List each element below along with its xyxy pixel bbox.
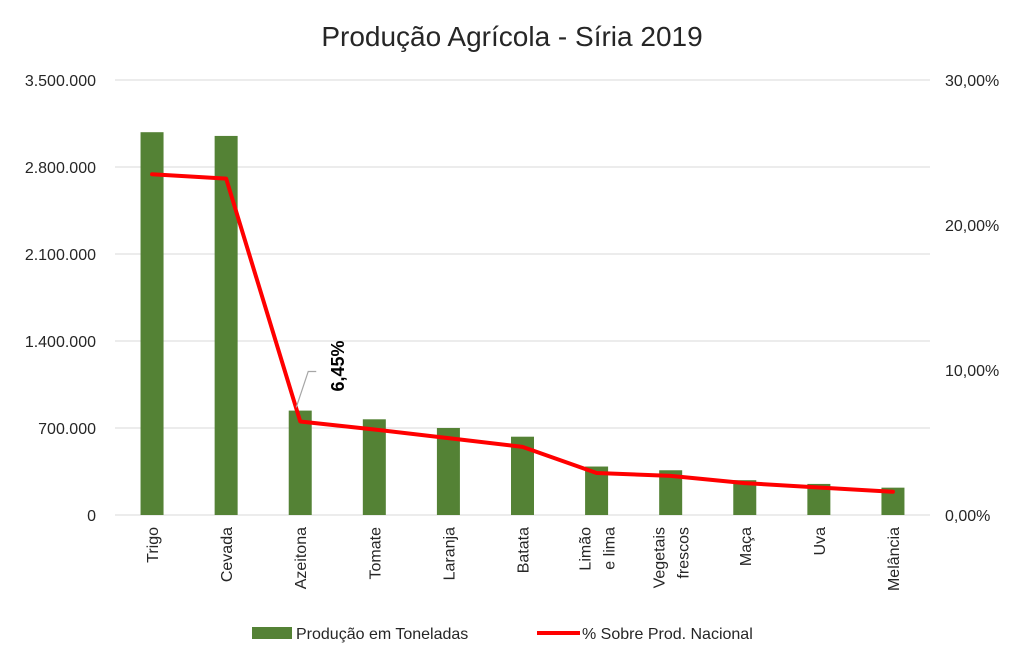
category-label: Cevada (219, 527, 236, 582)
left-tick-label: 2.800.000 (25, 160, 96, 177)
legend-line-label: % Sobre Prod. Nacional (582, 626, 753, 643)
line-path (150, 172, 895, 494)
chart-title: Produção Agrícola - Síria 2019 (321, 21, 702, 52)
bar (140, 132, 164, 515)
left-tick-label: 1.400.000 (25, 334, 96, 351)
left-axis: 0 700.000 1.400.000 2.100.000 2.800.000 3.500… (25, 73, 96, 525)
left-tick-label: 3.500.000 (25, 73, 96, 90)
right-axis: 0,00% 10,00% 20,00% 30,00% (945, 73, 999, 525)
right-tick-label: 10,00% (945, 363, 999, 380)
annotation-label: 6,45% (328, 340, 348, 391)
legend: Produção em Toneladas % Sobre Prod. Naci… (252, 626, 753, 643)
bar (362, 419, 386, 515)
category-label: Limão (578, 527, 595, 571)
category-label: Laranja (441, 527, 458, 580)
bar-series (140, 132, 905, 515)
bar (881, 487, 905, 515)
left-tick-label: 0 (87, 508, 96, 525)
bar (733, 480, 757, 515)
category-label: Uva (812, 527, 829, 556)
category-label: Tomate (367, 527, 384, 580)
line-series (150, 172, 895, 494)
category-label: Azeitona (293, 527, 310, 589)
left-tick-label: 2.100.000 (25, 247, 96, 264)
annotation-leader (295, 370, 317, 408)
right-tick-label: 0,00% (945, 508, 990, 525)
category-label: Batata (516, 527, 533, 573)
bar (511, 436, 534, 515)
category-labels: Trigo Cevada Azeitona Tomate Laranja Batata Li… (145, 527, 903, 591)
bar (288, 410, 312, 515)
category-label: Maça (738, 527, 755, 566)
bar (214, 135, 238, 515)
category-label: frescos (676, 527, 693, 579)
category-label: Trigo (145, 527, 162, 563)
right-tick-label: 20,00% (945, 218, 999, 235)
category-label: Melância (886, 527, 903, 591)
legend-bar-label: Produção em Toneladas (296, 626, 468, 643)
annotation-group: 6,45% (295, 340, 348, 408)
bar (659, 470, 683, 515)
legend-bar-swatch (252, 627, 292, 639)
right-tick-label: 30,00% (945, 73, 999, 90)
bar (807, 483, 831, 515)
left-tick-label: 700.000 (38, 421, 96, 438)
bar (436, 428, 460, 515)
category-label: Vegetais (652, 527, 669, 588)
bar (585, 466, 609, 515)
category-label: e lima (602, 527, 619, 570)
